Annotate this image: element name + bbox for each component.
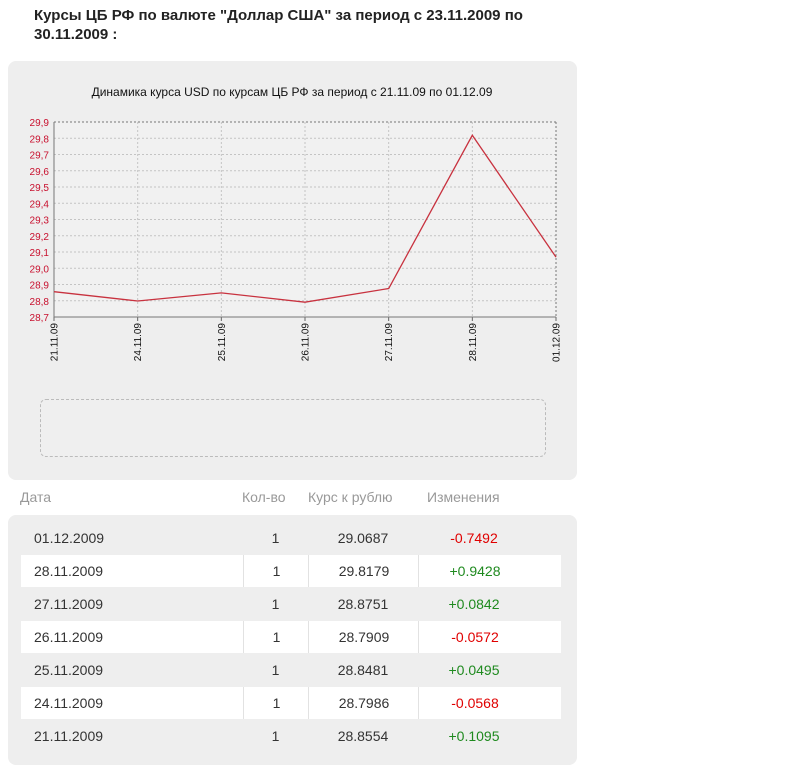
cell-qty: 1 — [243, 687, 309, 719]
chart-title: Динамика курса USD по курсам ЦБ РФ за пе… — [92, 85, 493, 99]
x-tick-label: 21.11.09 — [50, 323, 61, 362]
table-row: 28.11.2009 1 29.8179 +0.9428 — [21, 555, 561, 587]
y-tick-label: 29,3 — [30, 216, 50, 227]
y-tick-label: 29,7 — [30, 151, 50, 162]
cell-rate: 28.8481 — [337, 662, 389, 678]
cell-rate: 29.8179 — [308, 555, 419, 587]
legend-box — [40, 399, 546, 457]
y-tick-label: 29,4 — [30, 199, 50, 210]
cell-date: 01.12.2009 — [34, 530, 105, 546]
cell-rate: 28.7909 — [308, 621, 419, 653]
y-tick-label: 29,0 — [30, 264, 50, 275]
cell-change: +0.9428 — [418, 555, 531, 587]
cell-qty: 1 — [243, 555, 309, 587]
cell-change: -0.7492 — [450, 530, 498, 546]
header-date: Дата — [20, 489, 52, 505]
cell-rate: 28.8554 — [337, 728, 389, 744]
x-tick-label: 26.11.09 — [301, 323, 312, 362]
cell-change: -0.0572 — [418, 621, 531, 653]
y-tick-label: 28,9 — [30, 281, 50, 292]
cell-qty: 1 — [271, 728, 280, 744]
header-rate: Курс к рублю — [308, 489, 393, 505]
x-tick-label: 25.11.09 — [217, 323, 228, 362]
header-qty: Кол-во — [242, 489, 286, 505]
y-tick-label: 29,2 — [30, 232, 50, 243]
y-axis-ticks: 28,7 28,8 28,9 29,0 29,1 29,2 29,3 29,4 29,5 29,6… — [30, 118, 50, 324]
table-row: 01.12.2009 1 29.0687 -0.7492 — [21, 522, 561, 554]
x-tick-label: 27.11.09 — [384, 323, 395, 362]
cell-rate: 28.8751 — [337, 596, 389, 612]
cell-date: 28.11.2009 — [34, 563, 104, 579]
table-row: 24.11.2009 1 28.7986 -0.0568 — [21, 687, 561, 719]
cell-qty: 1 — [271, 596, 280, 612]
y-tick-label: 28,8 — [30, 297, 50, 308]
x-tick-label: 01.12.09 — [552, 323, 563, 362]
x-tick-label: 24.11.09 — [133, 323, 144, 362]
grid-layer — [53, 121, 557, 321]
y-tick-label: 29,5 — [30, 183, 50, 194]
cell-date: 25.11.2009 — [34, 662, 104, 678]
x-axis-ticks: 21.11.09 24.11.09 25.11.09 26.11.09 27.11.09… — [50, 323, 563, 362]
rates-table: 01.12.2009 1 29.0687 -0.7492 28.11.2009 … — [8, 515, 577, 765]
cell-date: 21.11.2009 — [34, 728, 104, 744]
usd-rate-line — [53, 134, 557, 303]
x-tick-label: 28.11.09 — [468, 323, 479, 362]
table-row: 26.11.2009 1 28.7909 -0.0572 — [21, 621, 561, 653]
header-change: Изменения — [427, 489, 500, 505]
y-tick-label: 29,1 — [30, 248, 50, 259]
table-row: 21.11.2009 1 28.8554 +0.1095 — [21, 720, 561, 752]
page-title: Курсы ЦБ РФ по валюте "Доллар США" за пе… — [34, 7, 523, 43]
cell-rate: 28.7986 — [308, 687, 419, 719]
table-row: 25.11.2009 1 28.8481 +0.0495 — [21, 654, 561, 686]
cell-change: +0.0842 — [448, 596, 500, 612]
cell-rate: 29.0687 — [337, 530, 389, 546]
cell-date: 24.11.2009 — [34, 695, 104, 711]
y-tick-label: 29,8 — [30, 134, 50, 145]
table-row: 27.11.2009 1 28.8751 +0.0842 — [21, 588, 561, 620]
cell-qty: 1 — [271, 530, 280, 546]
cell-change: -0.0568 — [418, 687, 531, 719]
cell-qty: 1 — [271, 662, 280, 678]
cell-date: 27.11.2009 — [34, 596, 104, 612]
chart-panel: Динамика курса USD по курсам ЦБ РФ за пе… — [8, 61, 577, 480]
y-tick-label: 29,6 — [30, 167, 50, 178]
usd-rate-chart: Динамика курса USD по курсам ЦБ РФ за пе… — [30, 85, 563, 362]
y-tick-label: 28,7 — [30, 313, 50, 324]
series-layer — [53, 134, 557, 303]
y-tick-label: 29,9 — [30, 118, 50, 129]
cell-change: +0.1095 — [448, 728, 500, 744]
cell-change: +0.0495 — [448, 662, 500, 678]
table-header: Дата Кол-во Курс к рублю Изменения — [0, 487, 580, 507]
cell-qty: 1 — [243, 621, 309, 653]
cell-date: 26.11.2009 — [34, 629, 104, 645]
